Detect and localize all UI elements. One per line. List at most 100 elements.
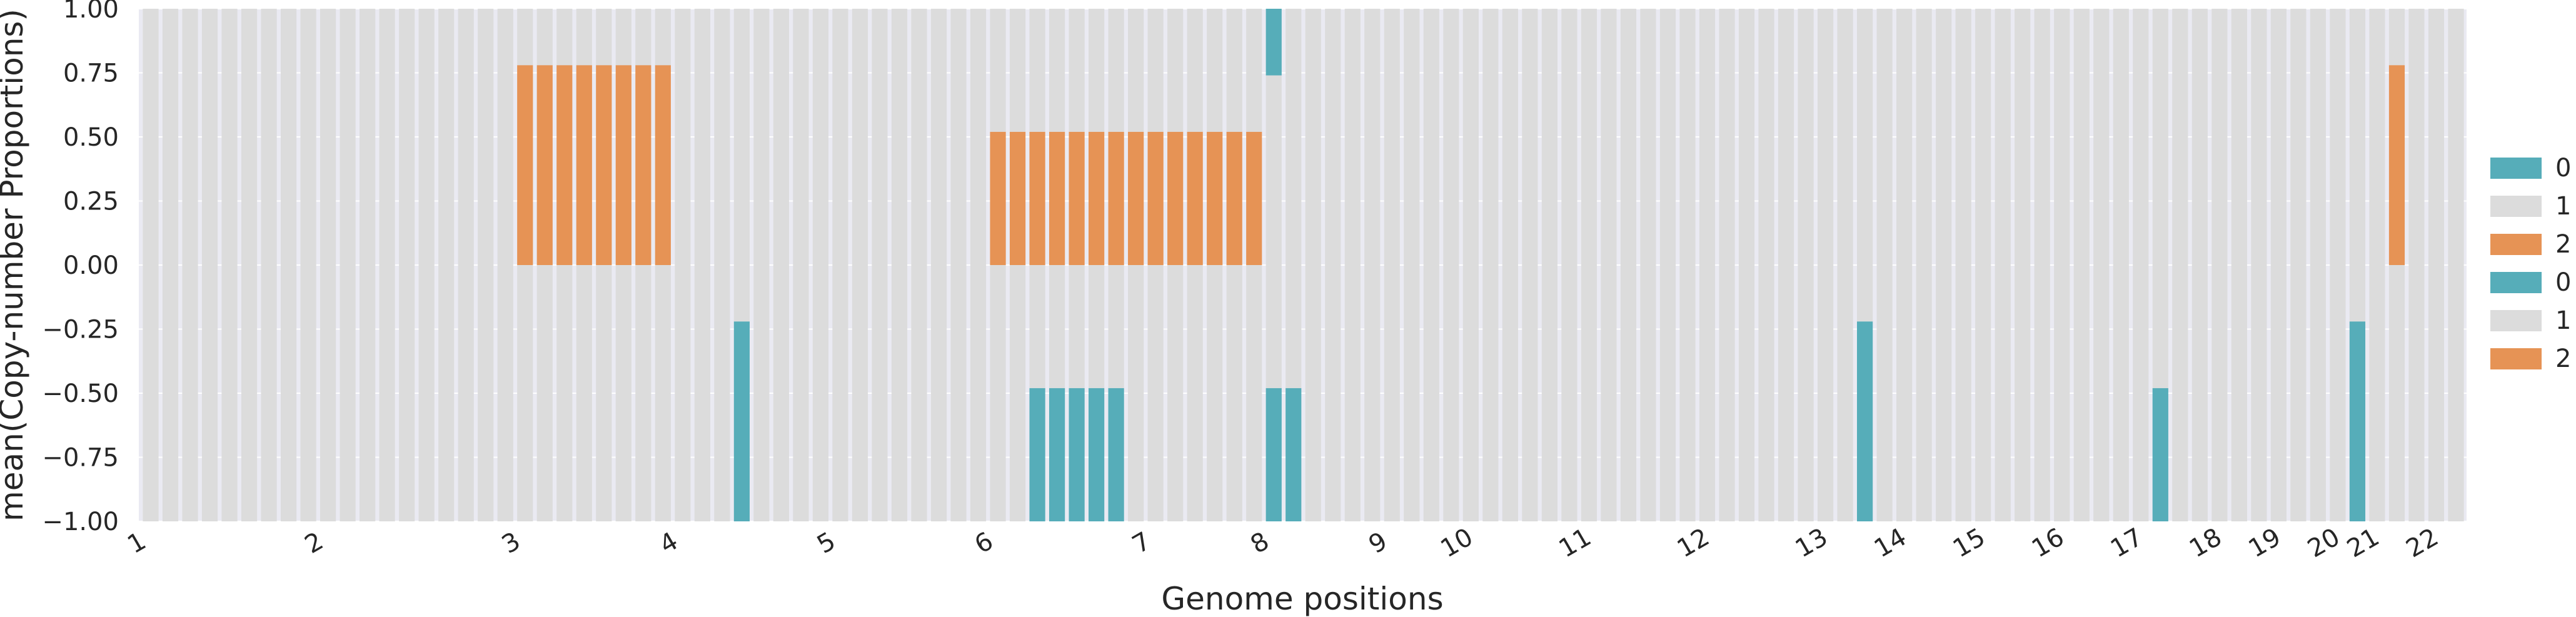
legend-label: 2 bbox=[2555, 344, 2571, 373]
bar-lower-cn1 bbox=[1344, 265, 1361, 521]
bar-lower-cn1 bbox=[1522, 265, 1538, 521]
bar-upper-cn1 bbox=[201, 9, 218, 265]
y-tick-label: −0.75 bbox=[42, 444, 119, 473]
bar-lower-cn1 bbox=[182, 265, 198, 521]
x-tick-label: 5 bbox=[812, 526, 840, 559]
bar-upper-cn1 bbox=[930, 9, 947, 265]
bar-lower-cn1 bbox=[320, 265, 336, 521]
bar-lower-cn1 bbox=[1029, 265, 1045, 388]
bar-upper-cn0 bbox=[1265, 9, 1282, 76]
x-tick-label: 15 bbox=[1948, 523, 1990, 563]
y-axis-title: mean(Copy-number Proportions) bbox=[0, 9, 30, 521]
bar-lower-cn1 bbox=[911, 265, 927, 521]
x-tick-label: 1 bbox=[123, 526, 151, 559]
y-tick-label: −0.25 bbox=[42, 316, 119, 344]
bar-lower-cn1 bbox=[2054, 265, 2070, 521]
bar-lower-cn1 bbox=[1896, 265, 1913, 521]
bar-upper-cn1 bbox=[2034, 9, 2050, 265]
x-tick-label: 21 bbox=[2342, 523, 2384, 563]
bar-upper-cn1 bbox=[615, 9, 631, 66]
bar-upper-cn2 bbox=[1226, 131, 1242, 265]
bar-upper-cn2 bbox=[615, 65, 631, 265]
bar-upper-cn1 bbox=[1995, 9, 2011, 265]
bar-upper-cn1 bbox=[635, 9, 652, 66]
bar-lower-cn1 bbox=[1975, 265, 1991, 521]
bar-upper-cn1 bbox=[360, 9, 376, 265]
bar-upper-cn1 bbox=[2330, 9, 2346, 265]
bar-upper-cn1 bbox=[2270, 9, 2287, 265]
bar-lower-cn1 bbox=[1640, 265, 1656, 521]
bar-lower-cn1 bbox=[478, 265, 494, 521]
bar-upper-cn1 bbox=[2172, 9, 2188, 265]
bar-lower-cn1 bbox=[360, 265, 376, 521]
bar-upper-cn1 bbox=[1147, 9, 1164, 132]
bar-upper-cn1 bbox=[1659, 9, 1676, 265]
bar-upper-cn1 bbox=[1187, 9, 1203, 132]
x-tick-label: 2 bbox=[300, 526, 328, 559]
bar-lower-cn1 bbox=[201, 265, 218, 521]
bar-upper-cn1 bbox=[280, 9, 297, 265]
bar-upper-cn1 bbox=[793, 9, 809, 265]
bar-lower-cn1 bbox=[1207, 265, 1223, 521]
bar-lower-cn1 bbox=[793, 265, 809, 521]
bar-upper-cn1 bbox=[1226, 9, 1242, 132]
bar-lower-cn1 bbox=[2152, 265, 2168, 388]
bar-upper-cn1 bbox=[694, 9, 710, 265]
bar-upper-cn1 bbox=[596, 9, 612, 66]
bar-upper-cn1 bbox=[143, 9, 159, 265]
bar-upper-cn2 bbox=[1069, 131, 1085, 265]
bar-lower-cn0 bbox=[1857, 321, 1873, 521]
y-tick-label: 0.50 bbox=[63, 123, 119, 152]
bar-lower-cn1 bbox=[2133, 265, 2149, 521]
bar-upper-cn1 bbox=[497, 9, 513, 265]
bar-upper-cn1 bbox=[221, 9, 238, 265]
bar-upper-cn1 bbox=[399, 9, 415, 265]
bar-lower-cn1 bbox=[517, 265, 533, 521]
y-tick-label: 0.00 bbox=[63, 251, 119, 280]
bar-lower-cn1 bbox=[1581, 265, 1597, 521]
bar-lower-cn1 bbox=[1069, 265, 1085, 388]
bar-upper-cn2 bbox=[1187, 131, 1203, 265]
bar-upper-cn2 bbox=[517, 65, 533, 265]
bar-upper-cn1 bbox=[872, 9, 888, 265]
bar-upper-cn2 bbox=[1246, 131, 1262, 265]
bar-lower-cn1 bbox=[2113, 265, 2129, 521]
bar-upper-cn1 bbox=[576, 9, 592, 66]
bar-lower-cn1 bbox=[2388, 265, 2405, 521]
bar-lower-cn1 bbox=[1423, 265, 1439, 521]
bar-upper-cn1 bbox=[1975, 9, 1991, 265]
bar-lower-cn1 bbox=[1305, 265, 1321, 521]
x-tick-label: 18 bbox=[2185, 523, 2226, 563]
bar-lower-cn0 bbox=[2349, 321, 2366, 521]
bar-upper-cn2 bbox=[1207, 131, 1223, 265]
bar-upper-cn1 bbox=[162, 9, 179, 265]
bar-lower-cn1 bbox=[2093, 265, 2110, 521]
bar-upper-cn1 bbox=[1482, 9, 1499, 265]
bar-upper-cn1 bbox=[458, 9, 474, 265]
bar-lower-cn1 bbox=[970, 265, 987, 521]
bar-upper-cn1 bbox=[1620, 9, 1637, 265]
bar-lower-cn1 bbox=[2408, 265, 2425, 521]
x-tick-label: 13 bbox=[1791, 523, 1833, 563]
x-tick-label: 11 bbox=[1554, 523, 1596, 563]
bar-lower-cn1 bbox=[1502, 265, 1518, 521]
y-tick-label: −1.00 bbox=[42, 508, 119, 536]
bar-upper-cn1 bbox=[2448, 9, 2464, 265]
bar-upper-cn1 bbox=[2152, 9, 2168, 265]
bar-lower-cn1 bbox=[280, 265, 297, 521]
bar-lower-cn1 bbox=[340, 265, 356, 521]
x-tick-label: 14 bbox=[1869, 523, 1911, 563]
bar-lower-cn1 bbox=[143, 265, 159, 521]
bar-lower-cn1 bbox=[930, 265, 947, 521]
bar-upper-cn1 bbox=[1778, 9, 1794, 265]
bar-upper-cn1 bbox=[418, 9, 435, 265]
bar-lower-cn1 bbox=[1955, 265, 1971, 521]
bar-upper-cn1 bbox=[1246, 9, 1262, 132]
bar-lower-cn1 bbox=[1936, 265, 1952, 521]
bar-upper-cn1 bbox=[1955, 9, 1971, 265]
bar-upper-cn2 bbox=[1089, 131, 1105, 265]
bar-upper-cn1 bbox=[1167, 9, 1184, 132]
bar-lower-cn1 bbox=[655, 265, 671, 521]
